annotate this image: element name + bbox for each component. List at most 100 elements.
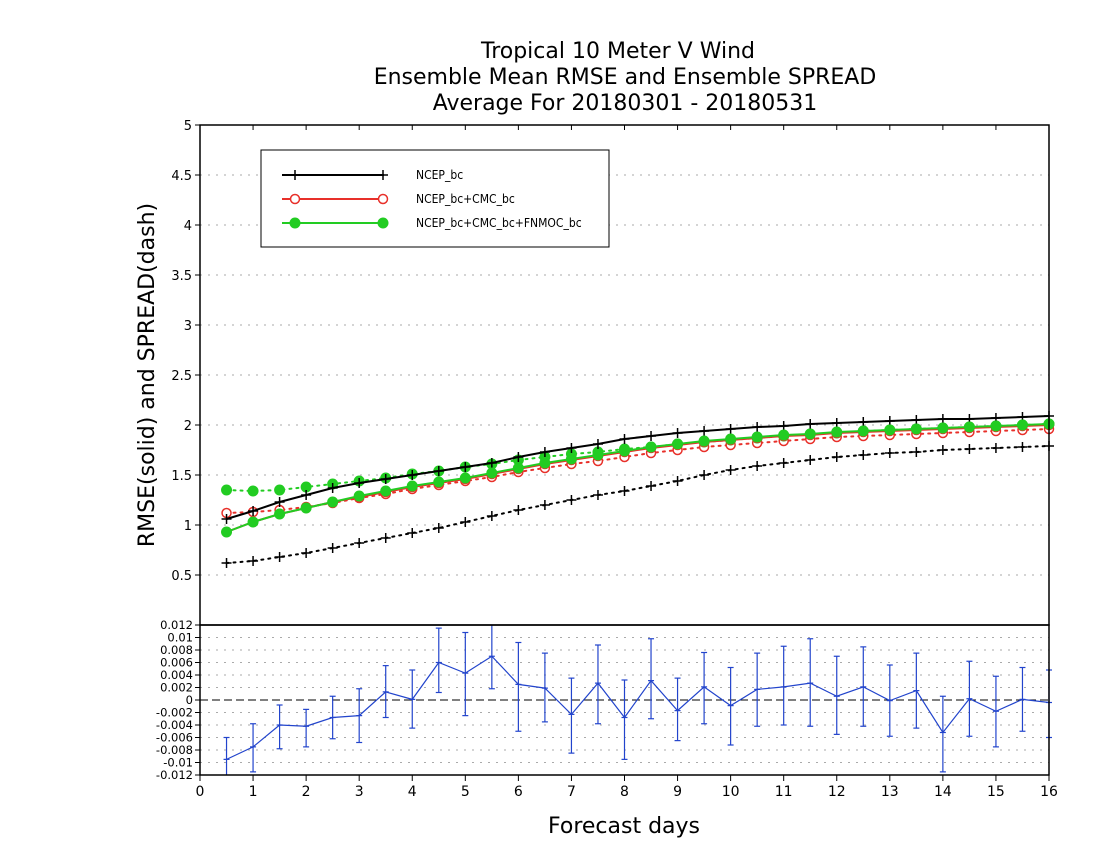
legend-label: NCEP_bc+CMC_bc <box>416 192 515 206</box>
chart-titles: Tropical 10 Meter V Wind Ensemble Mean R… <box>374 39 877 116</box>
upper-y-tick-label: 0.5 <box>171 569 192 584</box>
filled-circle-marker <box>884 424 896 436</box>
lower-y-tick-label: 0.004 <box>160 668 193 682</box>
plus-marker <box>672 476 683 486</box>
plus-marker <box>831 418 842 428</box>
filled-circle-marker <box>698 435 710 447</box>
filled-circle-marker <box>512 462 524 474</box>
plus-marker <box>301 548 312 558</box>
chart-title-line-3: Average For 20180301 - 20180531 <box>433 91 818 116</box>
filled-circle-marker <box>937 422 949 434</box>
plus-marker <box>380 474 391 484</box>
upper-y-tick-label: 5 <box>184 119 192 134</box>
upper-y-tick-label: 2.5 <box>171 369 192 384</box>
plus-marker <box>460 462 471 472</box>
lower-y-tick-label: 0.008 <box>160 643 193 657</box>
plus-marker <box>725 465 736 475</box>
spread-line <box>225 423 1050 493</box>
filled-circle-marker <box>380 485 392 497</box>
filled-circle-marker <box>778 429 790 441</box>
filled-circle-marker <box>221 484 233 496</box>
upper-y-tick-label: 1 <box>184 519 192 534</box>
plus-marker <box>486 458 497 468</box>
filled-circle-marker <box>406 480 418 492</box>
filled-circle-marker <box>459 472 471 484</box>
plus-marker <box>937 414 948 424</box>
filled-circle-marker <box>353 490 365 502</box>
plus-marker <box>964 444 975 454</box>
plus-marker <box>752 422 763 432</box>
y-axis-label: RMSE(solid) and SPREAD(dash) <box>135 203 160 547</box>
filled-circle-marker <box>963 421 975 433</box>
filled-circle-marker <box>274 484 286 496</box>
lower-y-tick-label: 0 <box>186 693 193 707</box>
x-tick-label: 9 <box>673 784 682 800</box>
filled-circle-marker <box>377 217 389 229</box>
plus-marker <box>858 450 869 460</box>
x-tick-label: 2 <box>302 784 311 800</box>
upper-y-tick-label: 3.5 <box>171 269 192 284</box>
filled-circle-marker <box>804 428 816 440</box>
filled-circle-marker <box>725 433 737 445</box>
upper-y-tick-label: 4.5 <box>171 169 192 184</box>
series-layer <box>221 411 1055 568</box>
filled-circle-marker <box>565 453 577 465</box>
plus-marker <box>699 426 710 436</box>
plus-marker <box>407 470 418 480</box>
upper-y-ticks: 0.5 1 1.5 2 2.5 3 3.5 4 4.5 5 <box>171 119 200 584</box>
filled-circle-marker <box>433 476 445 488</box>
plus-marker <box>884 416 895 426</box>
filled-circle-marker <box>327 496 339 508</box>
filled-circle-marker <box>221 526 233 538</box>
plus-marker <box>672 428 683 438</box>
lower-y-tick-label: -0.006 <box>156 731 193 745</box>
plus-marker <box>646 481 657 491</box>
plus-marker <box>884 448 895 458</box>
plus-marker <box>619 434 630 444</box>
lower-y-ticks: -0.012-0.01-0.008-0.006-0.004-0.00200.00… <box>156 618 200 782</box>
plus-marker <box>539 500 550 510</box>
plus-marker <box>911 415 922 425</box>
plus-marker <box>646 431 657 441</box>
x-axis-label: Forecast days <box>548 814 700 839</box>
plus-marker <box>378 170 388 180</box>
x-tick-label: 15 <box>987 784 1005 800</box>
plus-marker <box>221 514 232 524</box>
upper-y-tick-label: 2 <box>184 419 192 434</box>
plus-marker <box>221 558 232 568</box>
x-tick-label: 4 <box>408 784 417 800</box>
plus-marker <box>513 452 524 462</box>
plus-marker <box>460 517 471 527</box>
lower-y-tick-label: -0.004 <box>156 718 193 732</box>
plus-marker <box>539 447 550 457</box>
plus-marker <box>699 470 710 480</box>
chart-title-line-1: Tropical 10 Meter V Wind <box>480 39 755 64</box>
filled-circle-marker <box>539 457 551 469</box>
plus-marker <box>248 556 259 566</box>
plus-marker <box>407 528 418 538</box>
filled-circle-marker <box>274 508 286 520</box>
filled-circle-marker <box>672 438 684 450</box>
plus-marker <box>566 443 577 453</box>
x-ticks: 0 1 2 3 4 5 6 7 8 9 10 11 12 13 14 15 16 <box>196 125 1058 800</box>
plus-marker <box>274 552 285 562</box>
spread-line <box>225 428 1050 514</box>
plus-marker <box>831 452 842 462</box>
plus-marker <box>354 538 365 548</box>
lower-plot-frame <box>199 624 1050 776</box>
spread-line <box>225 445 1050 564</box>
x-tick-label: 12 <box>828 784 846 800</box>
x-tick-label: 13 <box>881 784 899 800</box>
x-tick-label: 6 <box>514 784 523 800</box>
difference-line <box>226 655 1050 760</box>
plus-marker <box>433 523 444 533</box>
plus-marker <box>778 421 789 431</box>
x-tick-label: 11 <box>775 784 793 800</box>
lower-y-tick-label: 0.012 <box>160 618 193 632</box>
upper-y-tick-label: 3 <box>184 319 192 334</box>
lower-y-tick-label: -0.002 <box>156 706 193 720</box>
open-circle-marker <box>289 193 301 205</box>
plus-marker <box>513 505 524 515</box>
rmse-line <box>226 415 1050 520</box>
